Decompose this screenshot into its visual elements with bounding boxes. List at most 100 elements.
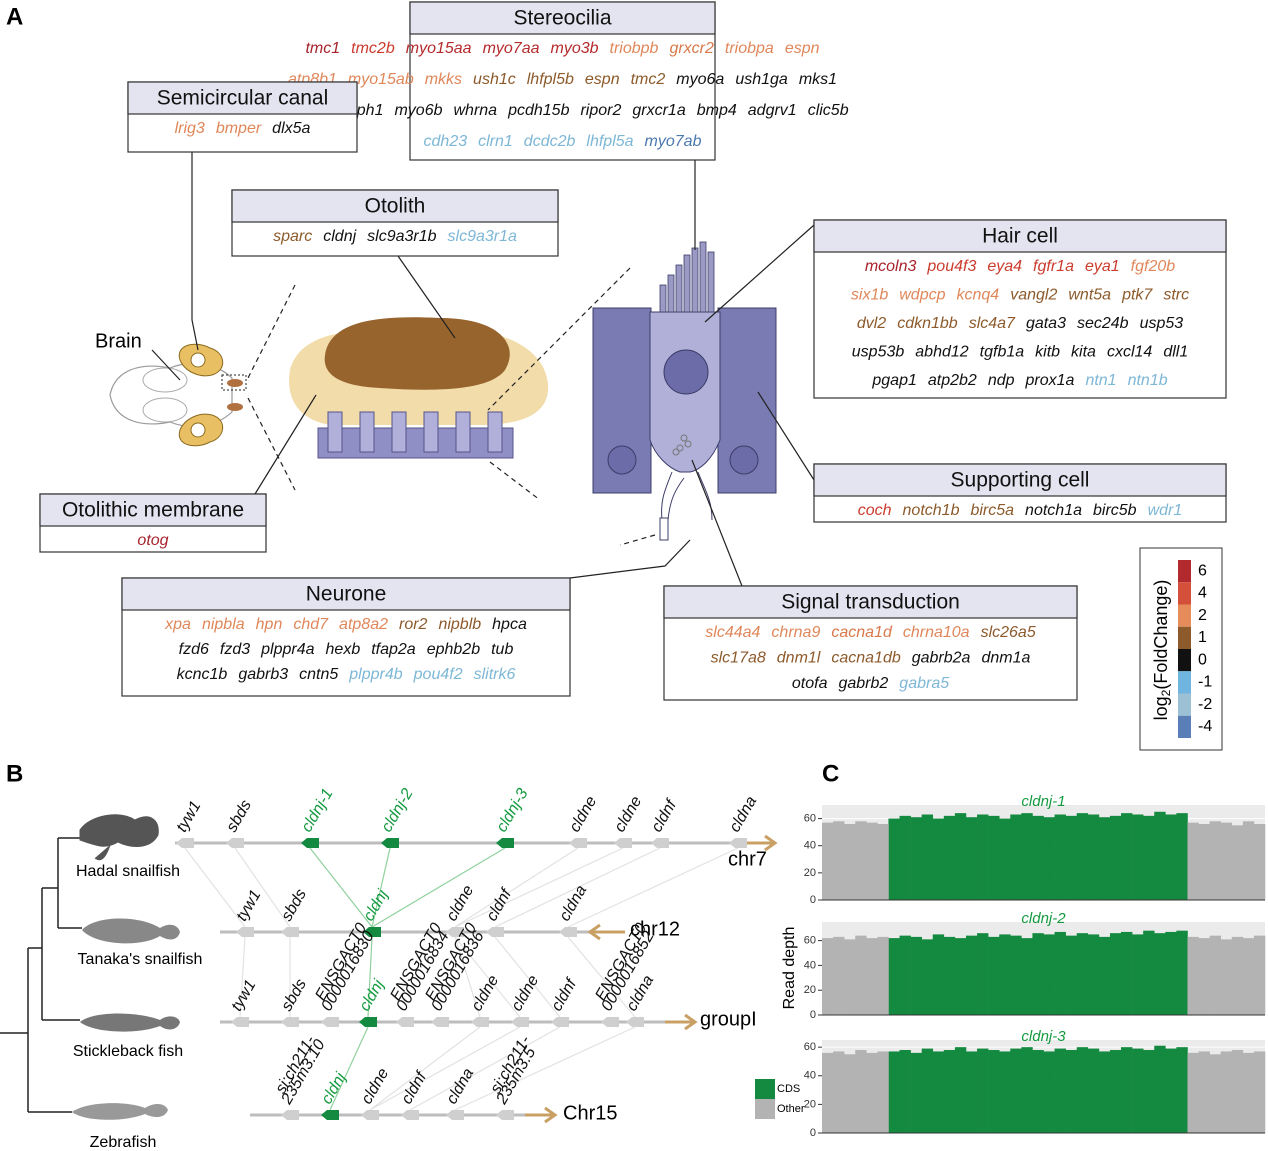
gene-arrow bbox=[301, 838, 319, 848]
depth-bar bbox=[1242, 821, 1255, 900]
gene-name: ripor2 bbox=[580, 102, 621, 119]
chromosome-label: groupI bbox=[700, 1008, 757, 1030]
y-tick-label: 20 bbox=[804, 984, 816, 996]
depth-bar bbox=[965, 817, 978, 900]
synteny-link bbox=[369, 1026, 521, 1111]
depth-bar bbox=[877, 1051, 889, 1133]
synteny-link bbox=[454, 936, 521, 1018]
chromosome-label: chr7 bbox=[728, 848, 767, 870]
panel-label: C bbox=[822, 760, 839, 787]
species-label: Hadal snailfish bbox=[76, 863, 180, 880]
gene-name: tub bbox=[491, 641, 513, 658]
depth-bar bbox=[1021, 1047, 1033, 1133]
y-tick-label: 20 bbox=[804, 1098, 816, 1110]
gene-name: clic5b bbox=[808, 102, 849, 119]
gene-arrow bbox=[281, 927, 299, 937]
depth-bar bbox=[1132, 934, 1144, 1015]
gene-name: sparc bbox=[273, 228, 312, 245]
colorbar-band bbox=[1178, 671, 1191, 694]
synteny-link bbox=[409, 1026, 561, 1111]
colorbar-tick-label: 4 bbox=[1198, 585, 1207, 602]
depth-bar bbox=[1121, 931, 1133, 1015]
depth-bar bbox=[999, 818, 1011, 900]
depth-bar bbox=[899, 935, 911, 1015]
depth-bar bbox=[1253, 1051, 1266, 1133]
gene-name: xpa bbox=[164, 616, 191, 633]
gene-name: mcoln3 bbox=[865, 258, 917, 275]
gene-name: fgf20b bbox=[1131, 258, 1176, 275]
gene-name: dlx5a bbox=[272, 120, 310, 137]
depth-bar bbox=[1220, 822, 1233, 900]
gene-name: ush1c bbox=[473, 71, 516, 88]
depth-bar bbox=[1021, 813, 1033, 900]
depth-bar bbox=[943, 1050, 956, 1133]
depth-bar bbox=[1010, 814, 1022, 900]
synteny-link bbox=[309, 847, 373, 928]
depth-bar bbox=[866, 822, 878, 900]
gene-arrow bbox=[361, 1110, 379, 1120]
gene-label: cldne bbox=[611, 793, 645, 835]
depth-bar bbox=[1187, 936, 1199, 1015]
depth-bar bbox=[1021, 938, 1033, 1015]
gene-name: prox1a bbox=[1025, 372, 1075, 389]
species-label: Tanaka's snailfish bbox=[78, 951, 203, 968]
gene-arrow bbox=[236, 927, 254, 937]
phylogenetic-tree bbox=[0, 837, 82, 1113]
legend-swatch bbox=[755, 1099, 775, 1119]
gene-name: lhfpl5a bbox=[586, 133, 633, 150]
gene-label: cldne bbox=[508, 972, 542, 1014]
gene-name: fgfr1a bbox=[1033, 258, 1074, 275]
otolith-illustration bbox=[289, 317, 549, 459]
gene-arrow bbox=[381, 838, 399, 848]
depth-bar bbox=[954, 1047, 967, 1133]
synteny-link bbox=[567, 936, 636, 1018]
gene-name: tmc1 bbox=[305, 40, 340, 57]
depth-bar bbox=[1010, 1048, 1022, 1133]
gene-name: mks1 bbox=[799, 71, 837, 88]
gene-label: cldnf bbox=[648, 796, 680, 835]
depth-bar bbox=[866, 938, 878, 1015]
gene-arrow bbox=[431, 1017, 449, 1027]
depth-bar bbox=[1043, 934, 1055, 1015]
box-header bbox=[663, 585, 1078, 619]
depth-bar bbox=[1076, 1047, 1089, 1133]
depth-bar bbox=[888, 818, 900, 900]
gene-arrow bbox=[281, 1017, 299, 1027]
gene-arrow bbox=[559, 927, 577, 937]
y-axis-label: Read depth bbox=[781, 927, 798, 1010]
depth-bar bbox=[1121, 1047, 1133, 1133]
gene-name: gabrb2 bbox=[838, 675, 888, 692]
gene-name: hexb bbox=[326, 641, 361, 658]
gene-name: wdr1 bbox=[1148, 502, 1183, 519]
leader-lines bbox=[191, 152, 815, 587]
depth-bar bbox=[1143, 815, 1155, 900]
depth-bar bbox=[965, 1051, 978, 1133]
depth-bar bbox=[1198, 938, 1210, 1015]
panel-label: B bbox=[6, 760, 23, 787]
colorbar-band bbox=[1178, 560, 1191, 583]
gene-name: dvl2 bbox=[857, 315, 886, 332]
depth-bar bbox=[943, 815, 956, 900]
gene-label: sbds bbox=[223, 797, 255, 835]
depth-bar bbox=[1054, 814, 1066, 900]
brain-illustration bbox=[109, 343, 247, 447]
depth-bar bbox=[1010, 935, 1022, 1015]
gene-name: ptk7 bbox=[1121, 287, 1153, 304]
depth-bar bbox=[1143, 1050, 1155, 1133]
gene-name: abhd12 bbox=[915, 344, 968, 361]
box-title: Hair cell bbox=[982, 225, 1058, 248]
gene-name: myo6a bbox=[676, 71, 724, 88]
chromosome-label: chr12 bbox=[630, 918, 680, 940]
depth-bar bbox=[932, 934, 945, 1015]
y-tick-label: 40 bbox=[804, 840, 816, 852]
depth-bar bbox=[822, 822, 834, 900]
chart-title: cldnj-3 bbox=[1021, 1028, 1066, 1045]
gene-name: lhfpl5b bbox=[527, 71, 574, 88]
y-tick-label: 20 bbox=[804, 867, 816, 879]
depth-bar bbox=[888, 1051, 900, 1133]
depth-bar bbox=[1187, 1052, 1199, 1133]
colorbar-tick-label: 1 bbox=[1198, 629, 1207, 646]
gene-label: cldna bbox=[726, 793, 760, 835]
gene-arrow bbox=[446, 927, 464, 937]
gene-label: cldnj bbox=[318, 1070, 349, 1107]
